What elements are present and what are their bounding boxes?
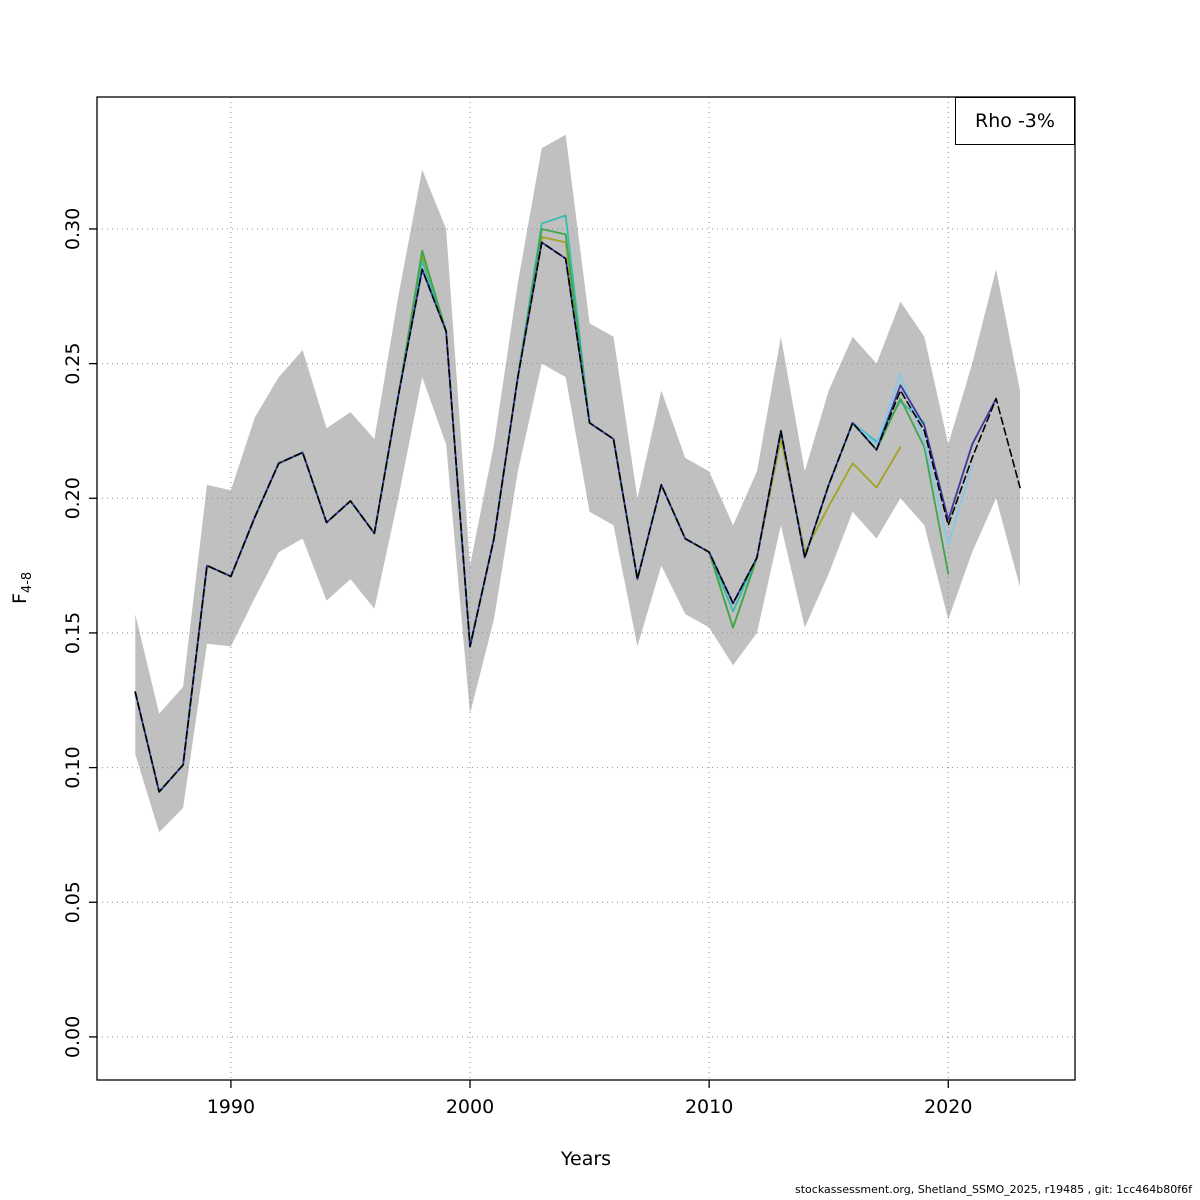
legend-box: Rho -3%: [955, 97, 1075, 145]
y-axis-title: F4-8: [9, 538, 35, 638]
series-line-base-run: [134, 241, 1021, 793]
x-axis-tick-label: 1990: [207, 1096, 255, 1118]
x-axis-tick-label: 2000: [446, 1096, 494, 1118]
y-axis-tick-label: 0.25: [62, 342, 84, 384]
y-axis-tick-label: 0.10: [62, 746, 84, 788]
confidence-band: [135, 134, 1021, 833]
y-axis-title-sub: 4-8: [19, 571, 35, 594]
x-axis-tick-label: 2020: [924, 1096, 972, 1118]
x-axis-title: Years: [560, 1148, 612, 1170]
y-axis-tick-label: 0.05: [62, 881, 84, 923]
y-axis-tick-label: 0.00: [62, 1016, 84, 1058]
legend-label: Rho -3%: [975, 110, 1055, 132]
y-axis-tick-label: 0.20: [62, 477, 84, 519]
x-axis-tick-label: 2010: [685, 1096, 733, 1118]
footer-caption: stockassessment.org, Shetland_SSMO_2025,…: [795, 1183, 1192, 1196]
y-axis-tick-label: 0.15: [62, 612, 84, 654]
y-axis-tick-label: 0.30: [62, 208, 84, 250]
y-axis-title-main: F: [9, 593, 32, 604]
plot-border: [96, 96, 1076, 1081]
